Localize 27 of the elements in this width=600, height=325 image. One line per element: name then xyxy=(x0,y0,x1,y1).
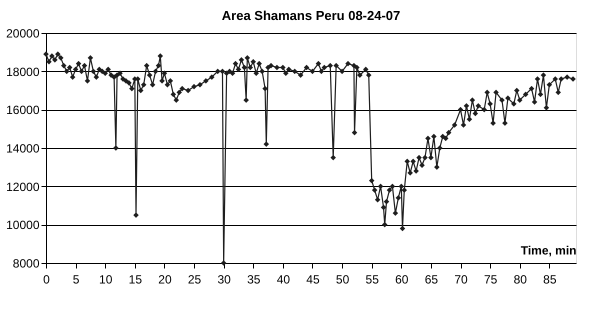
y-tick-label: 10000 xyxy=(6,218,40,232)
x-tick-label: 60 xyxy=(395,272,409,286)
x-tick-label: 30 xyxy=(217,272,232,286)
y-tick-label: 12000 xyxy=(6,180,40,194)
y-tick-label: 20000 xyxy=(6,26,40,40)
x-axis-title: Time, min xyxy=(520,244,576,258)
y-tick-label: 8000 xyxy=(12,256,40,270)
x-tick-label: 25 xyxy=(188,272,202,286)
x-tick-label: 45 xyxy=(306,272,320,286)
x-tick-label: 75 xyxy=(484,272,498,286)
x-tick-label: 70 xyxy=(454,272,468,286)
y-tick-label: 16000 xyxy=(6,103,40,118)
x-tick-label: 35 xyxy=(247,272,261,286)
x-tick-label: 5 xyxy=(72,272,80,286)
y-tick-label: 18000 xyxy=(6,64,40,79)
chart-title: Area Shamans Peru 08-24-07 xyxy=(222,8,400,23)
x-tick-label: 80 xyxy=(514,272,528,286)
x-tick-label: 40 xyxy=(276,272,290,286)
x-tick-label: 10 xyxy=(99,272,113,286)
x-tick-label: 0 xyxy=(43,272,50,286)
x-tick-label: 55 xyxy=(366,272,380,286)
x-tick-label: 85 xyxy=(543,272,557,286)
y-tick-label: 14000 xyxy=(6,142,40,156)
x-tick-label: 15 xyxy=(128,272,142,286)
x-tick-label: 20 xyxy=(158,272,172,286)
x-tick-label: 50 xyxy=(336,272,350,286)
x-tick-label: 65 xyxy=(424,272,438,286)
